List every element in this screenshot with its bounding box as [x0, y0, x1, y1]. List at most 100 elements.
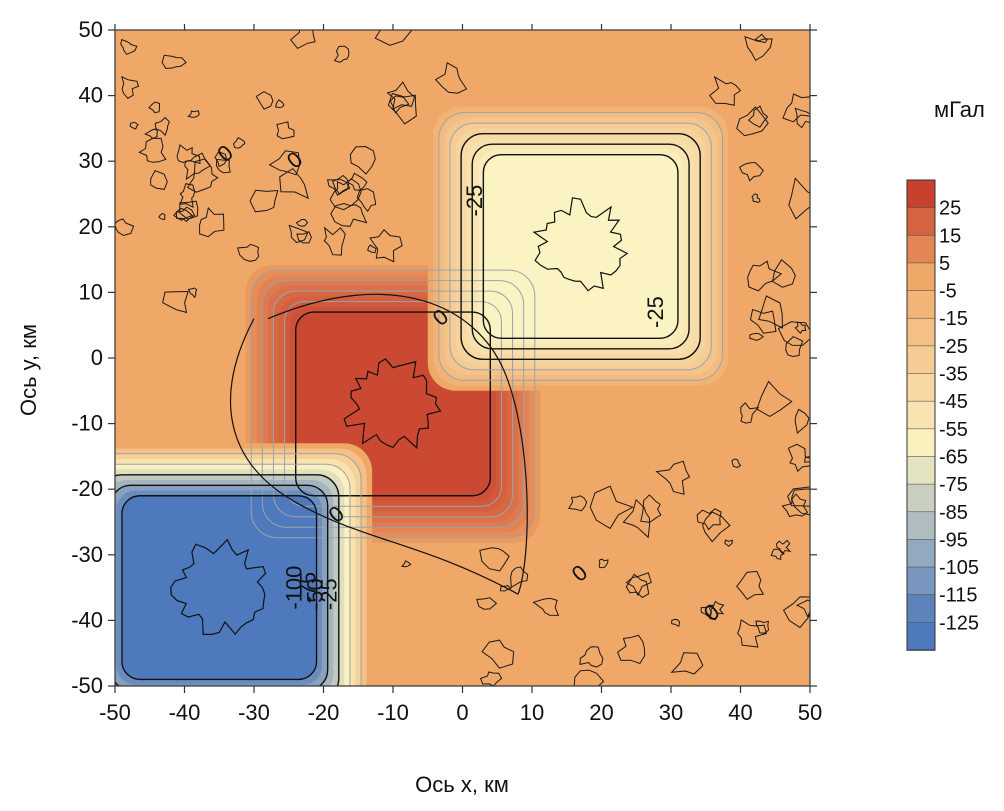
noise-contour: [214, 151, 228, 168]
colorbar-label: -25: [939, 336, 968, 358]
noise-contour: [794, 107, 810, 129]
noise-contour: [121, 75, 140, 99]
noise-contour: [709, 75, 742, 106]
noise-contour: [374, 30, 413, 46]
noise-contour: [369, 229, 403, 263]
noise-contour: [781, 493, 809, 518]
noise-contour: [736, 570, 765, 600]
noise-contour: [738, 161, 764, 182]
anomaly-contour: [115, 463, 351, 686]
y-tick-label: -30: [71, 542, 103, 567]
noise-contour: [276, 121, 295, 140]
x-tick-label: -20: [308, 700, 340, 725]
noise-contour: [233, 137, 246, 149]
colorbar-swatch: [906, 456, 936, 485]
colorbar-swatch: [906, 317, 936, 347]
colorbar-swatch: [906, 179, 936, 209]
noise-contour: [249, 189, 279, 213]
noise-contour: [804, 456, 810, 463]
contour-label: -100: [282, 566, 307, 610]
colorbar-swatch: [906, 234, 936, 264]
gravity-field: [115, 30, 810, 686]
colorbar-label: -65: [939, 446, 968, 468]
anomaly-contour: [471, 143, 690, 350]
noise-contour: [755, 620, 770, 634]
noise-contour: [707, 600, 725, 621]
noise-contour: [184, 152, 211, 181]
colorbar-swatch: [906, 290, 936, 320]
contour-label: -75: [295, 572, 320, 604]
noise-contour: [700, 604, 715, 619]
noise-contour: [268, 150, 301, 176]
noise-contour: [782, 596, 810, 629]
noise-contour: [129, 121, 139, 130]
colorbar-unit: мГал: [934, 97, 985, 122]
noise-contour: [532, 597, 560, 616]
core-contour: [170, 538, 267, 636]
noise-contour: [187, 287, 198, 299]
noise-contour: [499, 585, 512, 592]
noise-contour: [279, 167, 309, 200]
noise-contour: [771, 259, 796, 288]
colorbar: 25 15 5 -5 -15 -25 -35 -45 -55 -65 -75 -85 -95 -105 -1…: [906, 179, 979, 651]
noise-contour: [744, 36, 773, 61]
y-axis-title: Ось y, км: [16, 324, 41, 416]
colorbar-swatch: [906, 566, 936, 596]
noise-contour: [616, 634, 646, 665]
noise-contour: [589, 485, 634, 530]
colorbar-label: -75: [939, 474, 968, 496]
noise-contour: [476, 597, 498, 610]
x-tick-label: -40: [169, 700, 201, 725]
noise-contour: [148, 101, 160, 114]
noise-contour: [367, 244, 377, 254]
noise-contour: [696, 508, 722, 531]
noise-contour: [782, 93, 810, 123]
noise-contour: [510, 566, 529, 589]
colorbar-label: -5: [939, 281, 957, 303]
y-tick-label: -50: [71, 673, 103, 698]
x-axis-title: Ось x, км: [415, 772, 509, 797]
noise-contour: [187, 110, 200, 118]
noise-contour: [751, 193, 761, 204]
x-tick-label: 20: [589, 700, 613, 725]
noise-contour: [754, 33, 769, 44]
noise-contour: [737, 619, 768, 648]
colorbar-label: 5: [939, 253, 950, 275]
colorbar-label: -105: [939, 557, 979, 579]
x-tick-label: -50: [99, 700, 131, 725]
noise-contour: [655, 460, 691, 495]
noise-contour: [670, 652, 704, 675]
noise-contour: [199, 206, 225, 238]
noise-contour: [331, 178, 351, 195]
anomaly-contour: [284, 301, 502, 507]
noise-contour: [186, 158, 219, 193]
contour-label: -25: [316, 578, 341, 610]
y-tick-label: 50: [79, 17, 103, 42]
noise-contour: [154, 116, 170, 137]
noise-contour: [274, 99, 285, 109]
x-tick-label: 0: [456, 700, 468, 725]
noise-contour: [567, 495, 588, 512]
noise-contour: [747, 105, 769, 128]
colorbar-label: -55: [939, 419, 968, 441]
noise-contour: [790, 488, 810, 516]
noise-contour: [777, 321, 810, 346]
noise-contour: [356, 188, 377, 213]
anomaly-contour: [460, 132, 701, 361]
colorbar-label: -45: [939, 391, 968, 413]
noise-contour: [349, 145, 376, 175]
noise-contour: [775, 539, 792, 555]
anomaly-contour: [250, 269, 536, 539]
axes: -50 -40 -30 -20 -10 0 10 20 30 40 50-50-40-30-20-1…: [71, 17, 822, 725]
contour-label: -50: [302, 578, 327, 610]
noise-contour: [622, 498, 651, 539]
noise-contour: [747, 260, 783, 292]
noise-contour: [787, 443, 810, 473]
x-tick-label: 30: [659, 700, 683, 725]
noise-contour: [758, 295, 783, 329]
colorbar-label: 25: [939, 198, 961, 220]
x-tick-label: 40: [728, 700, 752, 725]
anomaly-contour: [115, 474, 340, 686]
anomaly-contour: [115, 453, 362, 686]
colorbar-swatch: [906, 345, 936, 375]
